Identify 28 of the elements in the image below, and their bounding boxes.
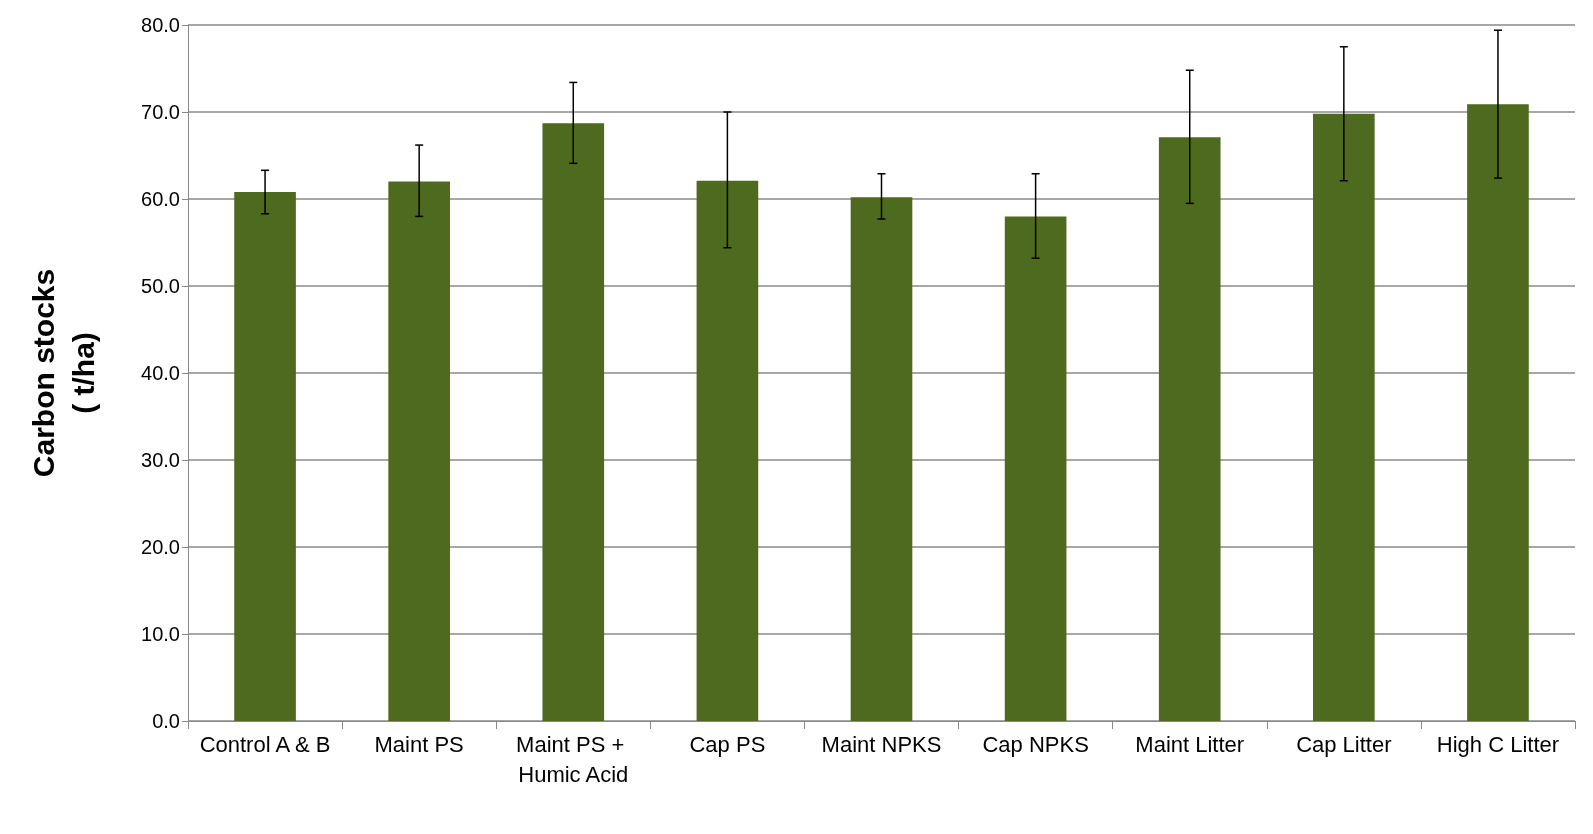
x-tick-label: Cap PS xyxy=(689,731,766,757)
y-tick-label: 50.0 xyxy=(141,275,180,297)
bar xyxy=(1313,113,1375,721)
y-tick-label: 20.0 xyxy=(141,536,180,558)
x-tick-label: Maint Litter xyxy=(1135,731,1245,757)
y-tick-label: 0.0 xyxy=(152,710,180,732)
bar xyxy=(850,197,913,721)
x-tick-label: High C Litter xyxy=(1436,731,1560,757)
x-tick-label: Cap NPKS xyxy=(982,731,1089,757)
y-axis-title: Carbon stocks ( t/ha) xyxy=(26,268,100,478)
y-tick-label: 40.0 xyxy=(141,362,180,384)
bar xyxy=(1467,104,1529,721)
bar xyxy=(234,192,296,721)
x-tick-label: Maint NPKS xyxy=(821,731,942,757)
y-tick-label: 30.0 xyxy=(141,449,180,471)
y-tick-label: 80.0 xyxy=(141,14,180,36)
y-tick-label: 70.0 xyxy=(141,101,180,123)
bar xyxy=(388,181,450,721)
x-tick-label: Cap Litter xyxy=(1296,731,1392,757)
x-tick-label: Maint PS xyxy=(374,731,464,757)
bar xyxy=(696,180,759,721)
y-tick-label: 10.0 xyxy=(141,623,180,645)
bar xyxy=(1004,216,1067,721)
bar xyxy=(1158,137,1221,721)
y-tick-label: 60.0 xyxy=(141,188,180,210)
x-tick-label: Maint PS + Humic Acid xyxy=(516,731,631,787)
bar xyxy=(542,123,605,721)
x-tick-label: Control A & B xyxy=(199,731,331,757)
